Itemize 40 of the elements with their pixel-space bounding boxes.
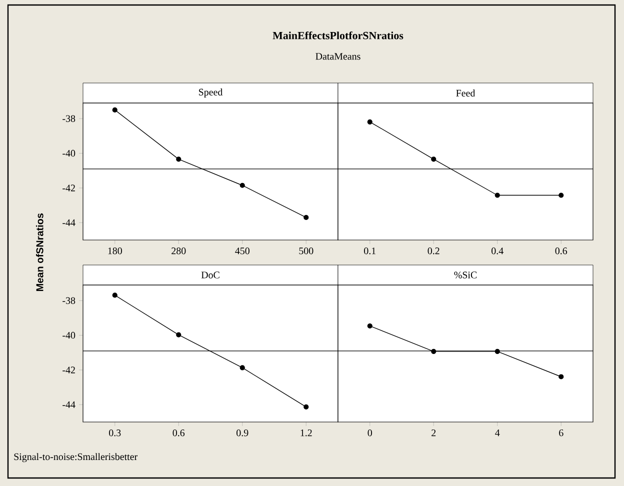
x-tick-label: 1.2 — [300, 430, 312, 436]
y-tick-label: -38 — [62, 115, 76, 122]
x-tick-label: 0.4 — [492, 248, 504, 254]
point — [112, 107, 118, 112]
point — [176, 332, 182, 338]
x-tick-label: 2 — [432, 430, 436, 436]
y-tick-label: -42 — [62, 184, 75, 192]
x-tick-label: 180 — [108, 248, 122, 254]
x-tick-label: 0.2 — [428, 248, 440, 254]
x-axis-title: Speed — [198, 88, 223, 98]
x-tick-label: 450 — [235, 248, 250, 254]
text: Signal-to-noise:Smallerisbetter — [14, 453, 138, 462]
x-tick-label: 6 — [559, 430, 564, 436]
x-tick-label: 0.6 — [172, 430, 185, 436]
point — [304, 214, 309, 220]
x-axis-title: Feed — [456, 89, 476, 97]
point — [304, 404, 309, 410]
chart-subtitle: DataMeans — [316, 53, 360, 60]
x-tick-label: 0.9 — [236, 430, 248, 436]
y-tick-label: -40 — [62, 332, 76, 339]
x-tick-label: 0 — [368, 430, 372, 436]
x-axis-title: DoC — [201, 272, 220, 278]
point — [240, 182, 245, 188]
point — [240, 365, 245, 370]
y-tick-label: -44 — [62, 401, 76, 408]
x-tick-label: 0.3 — [109, 430, 121, 436]
y-tick-label: -38 — [62, 297, 76, 304]
y-tick-label: -40 — [62, 150, 76, 157]
y-tick-label: -42 — [62, 366, 75, 374]
point — [112, 292, 118, 298]
x-tick-label: 4 — [495, 430, 500, 436]
point — [176, 156, 182, 162]
x-tick-label: 0.6 — [555, 248, 568, 254]
y-axis-title: Mean ofSNratios — [36, 213, 44, 291]
x-tick-label: 0.1 — [364, 248, 376, 254]
x-axis-title: %SiC — [454, 272, 477, 278]
chart-title: MainEffectsPlotforSNratios — [272, 31, 404, 40]
x-tick-label: 280 — [172, 248, 186, 254]
x-tick-label: 500 — [299, 248, 314, 254]
y-tick-label: -44 — [62, 219, 76, 226]
